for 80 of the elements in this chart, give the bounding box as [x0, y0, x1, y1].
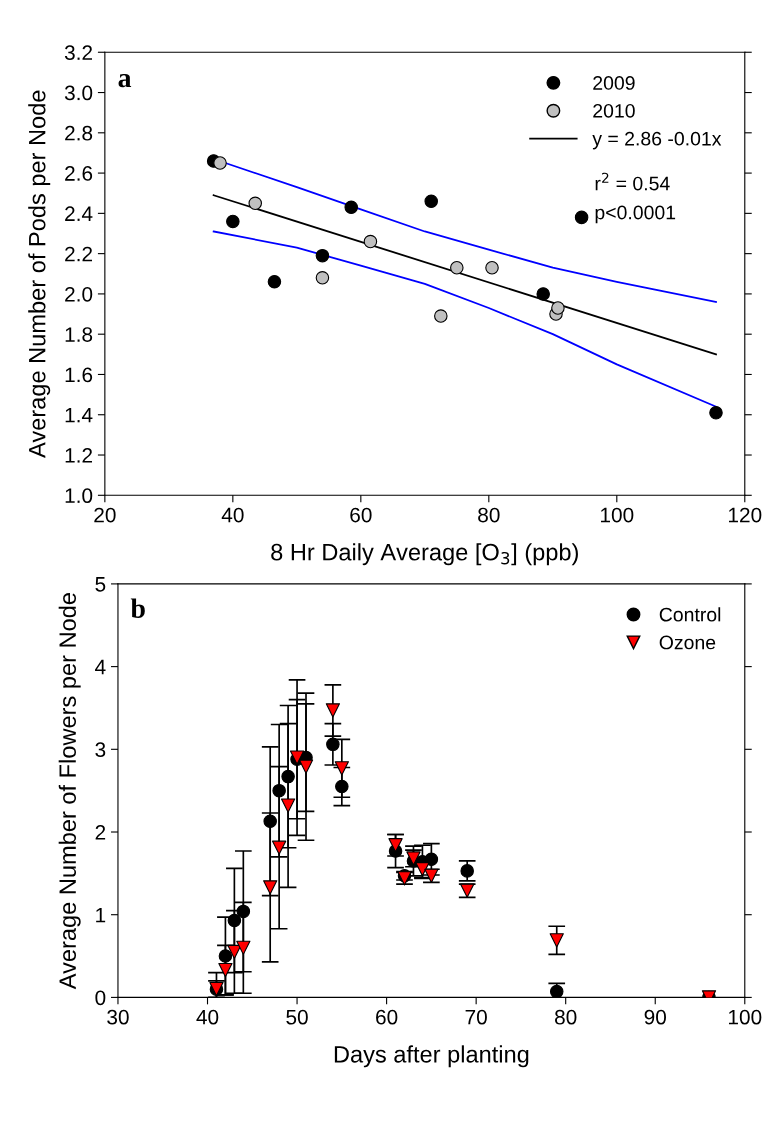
y-tick-label: 3 [95, 742, 106, 758]
y-tick-label: 1.4 [65, 407, 93, 423]
point [248, 196, 263, 211]
point [315, 271, 330, 285]
x-tick-label: 50 [286, 1009, 308, 1025]
y-axis-title: Average Number of Flowers per Node [58, 593, 81, 990]
y-tick-label: 1.2 [65, 448, 93, 463]
point [236, 904, 251, 919]
y-tick-label: 2.8 [65, 125, 93, 141]
point [218, 949, 233, 963]
point [551, 301, 565, 315]
y-tick-label: 2.2 [65, 246, 93, 262]
point [549, 933, 564, 948]
legend-label: 2009 [593, 76, 635, 90]
y-tick-label: 4 [95, 659, 106, 675]
y-tick-label: 1.0 [65, 488, 93, 504]
point [213, 156, 227, 170]
x-tick-label: 100 [601, 507, 634, 523]
point [281, 769, 295, 784]
x-tick-label: 100 [729, 1009, 762, 1025]
point [298, 759, 314, 774]
x-tick-label: 30 [107, 1009, 129, 1025]
x-axis-title: 8 Hr Daily Average [O$_{3}$] (ppb) [271, 543, 578, 566]
point [263, 814, 277, 829]
annotation: r$^{2}$ = 0.54 [595, 172, 670, 191]
point [363, 234, 378, 249]
y-tick-label: 1.6 [65, 367, 93, 383]
annotation: p<0.0001 [595, 205, 676, 224]
y-tick-label: 3.0 [64, 85, 93, 101]
x-tick-label: 90 [644, 1009, 667, 1025]
y-tick-label: 3.2 [64, 45, 93, 61]
x-tick-label: 40 [196, 1009, 219, 1025]
y-tick-label: 0 [95, 990, 106, 1006]
x-tick-label: 60 [376, 1009, 398, 1025]
y-tick-label: 2.4 [65, 206, 93, 221]
point [226, 214, 240, 229]
point [388, 838, 403, 853]
point [272, 840, 287, 855]
x-tick-label: 120 [729, 507, 762, 523]
x-tick-label: 60 [350, 507, 372, 523]
legend-label: Ozone [659, 635, 716, 650]
point [574, 210, 589, 225]
point [236, 940, 251, 955]
point [450, 260, 464, 275]
point [315, 248, 330, 263]
point [424, 852, 439, 867]
y-tick-label: 2.0 [65, 286, 93, 302]
point [536, 287, 550, 301]
x-tick-label: 20 [94, 507, 116, 523]
legend-label: y = 2.86 -0.01x [592, 131, 722, 150]
point [709, 405, 723, 420]
point [227, 944, 242, 960]
x-tick-label: 70 [465, 1009, 487, 1025]
legend-label: Control [659, 607, 721, 622]
annotation: b [130, 598, 145, 618]
x-tick-label: 80 [478, 507, 500, 523]
point [485, 260, 499, 275]
point [325, 703, 341, 718]
x-axis-title: Days after planting [334, 1045, 529, 1068]
point [344, 200, 358, 215]
legend-label: 2010 [593, 103, 635, 118]
y-tick-label: 5 [95, 577, 106, 592]
point [263, 880, 278, 895]
y-tick-label: 1 [96, 907, 106, 923]
y-axis-title: Average Number of Pods per Node [28, 90, 51, 458]
point [424, 194, 438, 209]
y-tick-label: 1.8 [65, 327, 93, 342]
point [218, 962, 233, 978]
y-tick-label: 2 [95, 825, 106, 840]
point [267, 275, 282, 289]
point [227, 913, 242, 928]
x-tick-label: 80 [555, 1009, 577, 1025]
annotation: a [118, 74, 132, 88]
point [272, 783, 286, 798]
point [434, 309, 448, 323]
point [460, 864, 474, 878]
point [335, 779, 349, 794]
y-tick-label: 2.6 [65, 166, 93, 181]
point [280, 798, 296, 813]
x-tick-label: 40 [221, 507, 244, 523]
